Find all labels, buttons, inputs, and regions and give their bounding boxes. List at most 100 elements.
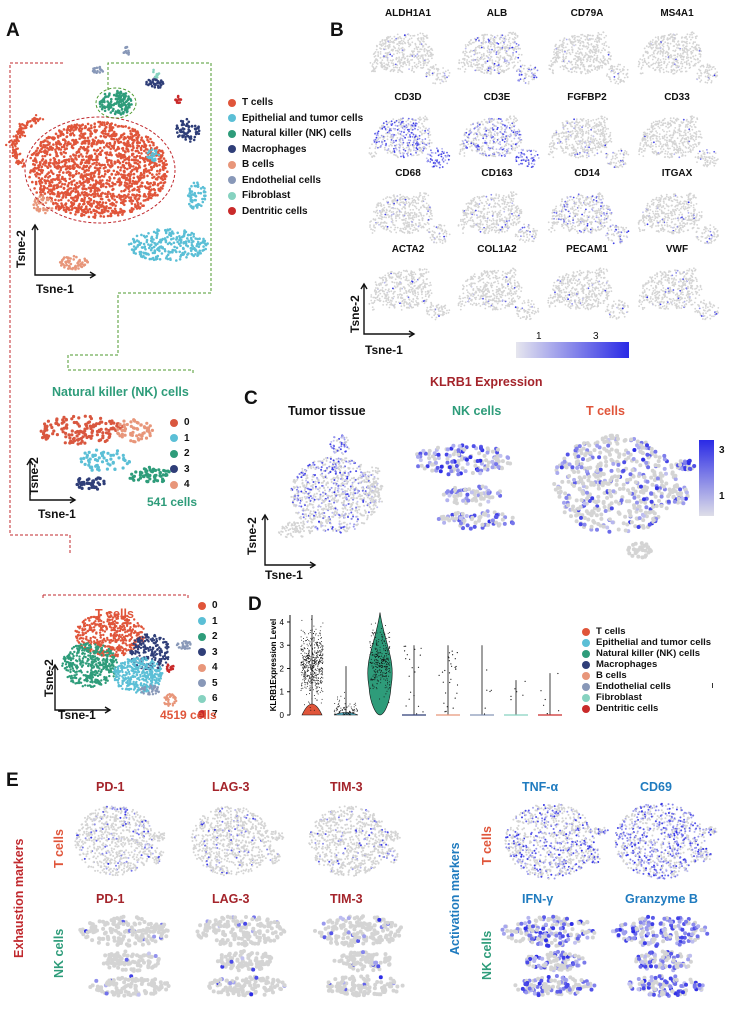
legend-label: B cells xyxy=(596,670,627,681)
nk-outline xyxy=(95,87,137,119)
legend-swatch xyxy=(228,145,236,154)
nk-cells-title: NK cells xyxy=(452,404,501,418)
e-lag3-nk-title: LAG-3 xyxy=(212,892,250,906)
t-cluster-4 xyxy=(163,692,178,707)
stray-mark xyxy=(712,683,713,688)
feature-cells xyxy=(417,32,429,41)
feature-cells xyxy=(513,974,597,998)
legend-item: Fibroblast xyxy=(228,188,363,204)
legend-item: 1 xyxy=(198,614,218,630)
legend-label: 1 xyxy=(184,433,190,444)
t-cluster-legend: 0 1 2 3 4 5 6 7 xyxy=(198,598,218,722)
legend-label: Endothelial cells xyxy=(596,681,671,692)
feature-cells xyxy=(548,60,556,75)
gene-label: CD3E xyxy=(457,92,537,103)
panel-a-yaxis: Tsne-2 xyxy=(14,230,28,268)
nk-yaxis: Tsne-2 xyxy=(27,457,41,495)
legend-swatch xyxy=(582,627,590,636)
feature-cells xyxy=(524,949,587,973)
feature-cells xyxy=(385,847,399,864)
exhaustion-nk-plot xyxy=(313,914,405,998)
legend-label: Macrophages xyxy=(242,144,306,155)
tumor-cells xyxy=(277,521,314,539)
epithelial-cluster xyxy=(146,148,161,163)
activation-nk-plot xyxy=(500,914,597,998)
activation-t-plot xyxy=(614,802,718,880)
exhaustion-markers-label: Exhaustion markers xyxy=(12,839,26,959)
feature-cells xyxy=(605,148,630,169)
feature-cells xyxy=(500,914,597,948)
feature-plot xyxy=(368,115,451,169)
gene-label: ITGAX xyxy=(637,168,717,179)
gene-label: CD79A xyxy=(547,8,627,19)
legend-item: Macrophages xyxy=(228,142,363,158)
feature-cells xyxy=(457,218,466,234)
legend-item: Epithelial and tumor cells xyxy=(582,637,711,648)
legend-swatch xyxy=(198,632,206,641)
feature-cells xyxy=(418,192,430,201)
violin-7 xyxy=(538,672,562,716)
e-act-nk-row-label: NK cells xyxy=(480,931,494,980)
y-tick-label: 3 xyxy=(280,641,285,650)
feature-cells xyxy=(686,115,699,125)
feature-cells xyxy=(552,269,613,311)
e-nk-row-label: NK cells xyxy=(52,929,66,978)
legend-item: Fibroblast xyxy=(582,692,711,703)
nk-connector xyxy=(67,62,212,375)
feature-cells xyxy=(507,191,518,200)
legend-swatch xyxy=(582,693,590,702)
feature-cells xyxy=(462,193,523,235)
legend-label: T cells xyxy=(242,97,273,108)
feature-cells xyxy=(638,142,646,157)
feature-cells xyxy=(685,31,698,41)
t-cells xyxy=(674,458,697,472)
gene-label: ALDH1A1 xyxy=(368,8,448,19)
legend-label: 5 xyxy=(212,678,218,689)
feature-cells xyxy=(638,294,646,311)
panel-a-legend: T cells Epithelial and tumor cells Natural… xyxy=(228,95,363,219)
legend-swatch xyxy=(582,649,590,658)
e-pd1-nk-title: PD-1 xyxy=(96,892,124,906)
c-colorbar-high: 3 xyxy=(719,445,725,456)
feature-cells xyxy=(461,269,523,311)
feature-cells xyxy=(695,63,719,84)
legend-label: Fibroblast xyxy=(242,190,290,201)
panel-c-letter: C xyxy=(244,388,258,410)
feature-cells xyxy=(417,115,429,125)
legend-item: 0 xyxy=(198,598,218,614)
feature-cells xyxy=(614,802,706,880)
dendritic-cluster xyxy=(174,94,183,105)
feature-cells xyxy=(702,826,718,836)
feature-cells xyxy=(190,805,272,877)
gene-label: CD33 xyxy=(637,92,717,103)
legend-label: 4 xyxy=(184,479,190,490)
feature-plot xyxy=(457,31,539,85)
activation-markers-label: Activation markers xyxy=(448,842,462,955)
violin-4 xyxy=(436,645,460,716)
feature-cells xyxy=(385,830,401,842)
t-cells-plot xyxy=(552,433,697,560)
legend-label: Epithelial and tumor cells xyxy=(242,113,363,124)
axis-arrows xyxy=(261,513,317,569)
gene-label: VWF xyxy=(637,244,717,255)
legend-label: 3 xyxy=(184,464,190,475)
panel-b-xaxis: Tsne-1 xyxy=(365,343,403,357)
violin-5 xyxy=(470,645,494,716)
legend-swatch xyxy=(170,434,178,443)
t-xaxis: Tsne-1 xyxy=(58,708,96,722)
legend-label: 3 xyxy=(212,647,218,658)
legend-item: Natural killer (NK) cells xyxy=(582,648,711,659)
feature-cells xyxy=(605,63,629,85)
legend-item: T cells xyxy=(582,626,711,637)
macrophage-cluster xyxy=(145,76,165,89)
feature-plot xyxy=(368,268,451,321)
legend-item: Dentritic cells xyxy=(582,703,711,714)
feature-plot xyxy=(638,115,719,168)
feature-cells xyxy=(637,219,646,232)
feature-cells xyxy=(425,63,451,85)
gene-label: COL1A2 xyxy=(457,244,537,255)
violin-ylabel: KLRB1Expression Level xyxy=(269,619,278,711)
feature-plot xyxy=(547,192,630,245)
activation-t-plot xyxy=(504,803,609,880)
nk-cluster-3 xyxy=(75,476,106,491)
